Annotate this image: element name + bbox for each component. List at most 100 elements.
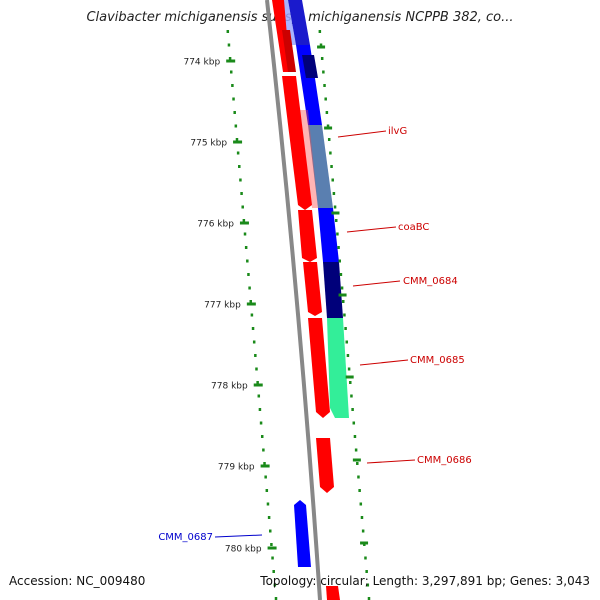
track-dot <box>365 570 368 573</box>
ruler-dot <box>267 516 271 519</box>
gene-block <box>298 210 317 262</box>
accession-value: NC_009480 <box>76 574 146 588</box>
gene-block <box>302 55 318 78</box>
ruler-dot <box>232 97 235 101</box>
ruler-dot <box>246 259 249 263</box>
ruler-major-tick <box>233 140 243 144</box>
ruler-dot <box>236 151 240 155</box>
ruler-dot <box>260 435 264 438</box>
track-dot <box>336 232 339 236</box>
ruler-dot <box>252 340 256 344</box>
gene-block <box>326 586 340 600</box>
ruler-dot <box>270 543 273 546</box>
ruler-major-tick <box>253 383 263 387</box>
track-dot <box>367 597 371 600</box>
ruler-dot <box>243 232 247 236</box>
ruler-dot <box>257 394 261 398</box>
ruler-major-tick <box>226 59 236 63</box>
gene-block <box>316 438 334 493</box>
ruler-tick-label: 777 kbp <box>204 301 241 311</box>
gene-label: ilvG <box>388 126 407 137</box>
gene-label: CMM_0686 <box>417 455 472 466</box>
track-dot <box>330 165 333 168</box>
ruler-tick-label: 778 kbp <box>211 382 248 392</box>
track-dot <box>366 583 370 587</box>
track-dot <box>364 556 367 560</box>
accession-info: Accession: NC_009480 <box>9 574 145 588</box>
ruler-dot <box>272 570 275 573</box>
track-dot <box>327 138 331 141</box>
track-dot <box>352 421 356 425</box>
track-dot <box>333 205 337 209</box>
ruler-dot <box>269 529 272 533</box>
ruler-dot <box>255 367 258 371</box>
ruler-major-tick <box>246 302 256 306</box>
accession-label: Accession: <box>9 574 73 588</box>
ruler-dot <box>254 354 257 357</box>
gene-block <box>296 45 322 125</box>
track-major-tick <box>324 126 333 130</box>
ruler-dot <box>244 246 248 249</box>
gene-block-cmm-0687 <box>294 500 311 567</box>
track-dot <box>337 246 340 249</box>
ruler-dot <box>238 165 241 168</box>
ruler-dot <box>235 138 239 141</box>
right-dotted-track <box>317 30 371 600</box>
track-dot <box>343 313 346 317</box>
track-dot <box>339 273 343 276</box>
ruler-dot <box>248 286 251 290</box>
gene-leader-line <box>346 226 397 233</box>
length-label: Length: <box>372 574 419 588</box>
track-major-tick <box>317 45 326 49</box>
track-dot <box>338 259 341 263</box>
track-major-tick <box>331 211 340 215</box>
gene-block <box>308 125 333 208</box>
backbone-track <box>265 0 322 600</box>
ruler-dot <box>273 583 277 587</box>
ruler-major-tick <box>239 221 249 225</box>
topology-value: circular; <box>320 574 369 588</box>
track-dot <box>344 327 347 330</box>
track-dot <box>351 408 354 411</box>
track-dot <box>357 475 360 479</box>
track-dot <box>361 529 365 533</box>
reverse-strand-features <box>275 0 349 418</box>
track-dot <box>359 502 363 506</box>
track-dot <box>322 70 325 74</box>
track-dot <box>320 57 324 60</box>
track-dot <box>323 84 326 87</box>
coordinate-ruler: 774 kbp 775 kbp 776 kbp 777 kbp 778 kbp 779 k… <box>183 30 278 600</box>
gene-block <box>300 110 318 208</box>
ruler-dot <box>265 489 269 492</box>
track-dot <box>353 435 357 438</box>
ruler-dot <box>233 111 236 114</box>
track-dot <box>318 30 322 33</box>
gene-label: CMM_0684 <box>403 276 458 287</box>
ruler-dot <box>262 448 265 452</box>
track-dot <box>332 192 336 195</box>
track-dot <box>326 124 330 128</box>
track-major-tick <box>352 458 361 462</box>
track-dot <box>324 97 327 101</box>
ruler-dot <box>227 43 231 47</box>
track-dot <box>331 178 334 182</box>
gene-block <box>308 318 330 418</box>
ruler-dot <box>274 597 278 600</box>
track-dot <box>350 394 353 398</box>
gene-leader-line <box>337 130 387 138</box>
track-dot <box>349 381 352 384</box>
track-dot <box>356 462 359 465</box>
ruler-dot <box>241 205 244 209</box>
ruler-dot <box>271 556 274 560</box>
ruler-dot <box>228 57 232 60</box>
ruler-dot <box>229 70 233 74</box>
ruler-dot <box>240 192 243 195</box>
topology-label: Topology: <box>260 574 317 588</box>
ruler-dot <box>226 30 230 33</box>
ruler-major-tick <box>267 546 277 550</box>
gene-block <box>327 318 349 418</box>
ruler-dot <box>239 178 242 182</box>
track-major-tick <box>345 375 354 379</box>
ruler-dot <box>266 502 270 506</box>
